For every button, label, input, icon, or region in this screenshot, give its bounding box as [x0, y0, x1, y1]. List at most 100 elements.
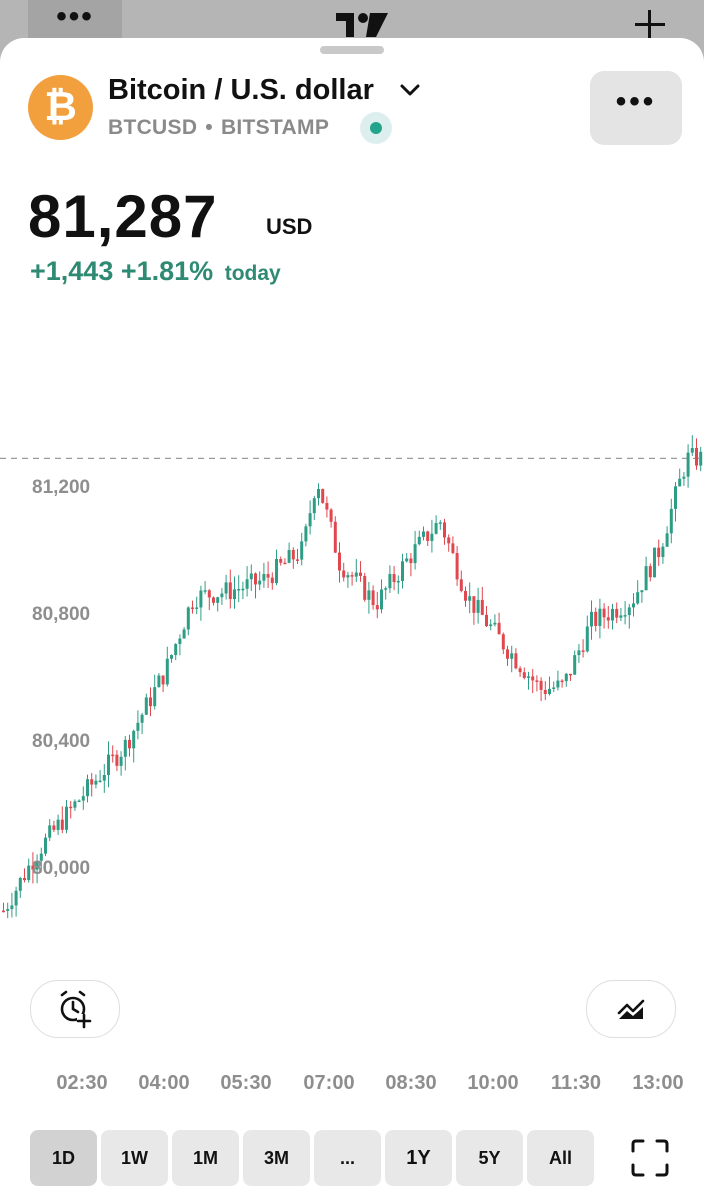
- candle-body: [535, 680, 539, 682]
- candle: [199, 585, 203, 621]
- candle-body: [674, 486, 677, 509]
- candle: [497, 612, 501, 635]
- candle-body: [107, 754, 110, 776]
- time-axis: 02:30 04:00 05:30 07:00 08:30 10:00 11:3…: [0, 1072, 704, 1096]
- candle: [573, 650, 577, 676]
- candle: [123, 736, 127, 771]
- candle: [300, 532, 304, 566]
- price-currency: USD: [266, 214, 313, 239]
- add-icon[interactable]: [628, 6, 672, 42]
- candle: [111, 745, 115, 763]
- candle: [363, 572, 367, 602]
- candle-body: [548, 688, 551, 694]
- candle: [35, 854, 39, 884]
- candle-body: [527, 676, 530, 678]
- range-more-button[interactable]: ...: [314, 1130, 381, 1186]
- candle: [476, 587, 480, 624]
- symbol-title[interactable]: Bitcoin / U.S. dollar: [108, 74, 374, 106]
- candle-body: [581, 650, 585, 652]
- candle-body: [2, 910, 5, 913]
- candle-body: [73, 801, 77, 808]
- more-options-button[interactable]: •••: [590, 71, 682, 145]
- candle: [657, 539, 661, 566]
- range-all-button[interactable]: All: [527, 1130, 594, 1186]
- indicators-button[interactable]: [586, 980, 676, 1038]
- candle: [493, 614, 497, 627]
- candle-body: [690, 447, 694, 453]
- candle-body: [594, 611, 598, 626]
- candle-body: [111, 754, 115, 757]
- candle: [77, 799, 81, 803]
- candle-body: [81, 796, 85, 801]
- ticker-label: BTCUSD: [108, 116, 198, 139]
- candle: [350, 571, 354, 586]
- candle: [514, 648, 518, 670]
- candle: [690, 435, 694, 456]
- candle-body: [338, 552, 341, 571]
- candle-body: [325, 502, 329, 510]
- candle-body: [27, 865, 31, 881]
- candle: [279, 556, 283, 566]
- candle-body: [10, 905, 14, 910]
- candle-body: [632, 603, 635, 608]
- candle-body: [564, 673, 568, 682]
- candle-body: [317, 488, 320, 499]
- candle: [539, 677, 543, 702]
- candle-body: [485, 614, 488, 627]
- range-1d-button[interactable]: 1D: [30, 1130, 97, 1186]
- candle-body: [669, 508, 673, 534]
- candlestick-chart[interactable]: 81,200 80,800 80,400 80,000: [0, 400, 704, 960]
- candle: [590, 600, 593, 640]
- sheet-grabber[interactable]: [320, 46, 384, 54]
- candle-body: [447, 537, 451, 544]
- candle-body: [174, 644, 178, 656]
- chevron-down-icon[interactable]: [399, 82, 421, 98]
- candle: [165, 646, 169, 687]
- candle: [44, 833, 47, 857]
- candle: [333, 516, 337, 554]
- candle: [413, 530, 417, 570]
- candle: [174, 643, 178, 661]
- candle-body: [119, 756, 123, 766]
- candle: [354, 559, 358, 583]
- x-tick-label: 13:00: [632, 1072, 684, 1094]
- range-1y-button[interactable]: 1Y: [385, 1130, 452, 1186]
- candle-body: [321, 488, 325, 503]
- candle-body: [212, 597, 215, 603]
- candle-body: [451, 543, 455, 553]
- candle: [321, 488, 325, 504]
- candle: [619, 608, 623, 622]
- top-menu-button[interactable]: •••: [28, 0, 122, 42]
- candle: [48, 819, 52, 841]
- fullscreen-icon[interactable]: [630, 1138, 670, 1178]
- candle-body: [510, 653, 514, 659]
- candle-body: [258, 580, 262, 585]
- candle: [560, 679, 564, 688]
- exchange-label: BITSTAMP: [220, 116, 330, 139]
- candle: [510, 645, 514, 673]
- range-1w-button[interactable]: 1W: [101, 1130, 168, 1186]
- candle-body: [153, 687, 157, 707]
- candle-body: [333, 521, 337, 553]
- candle-body: [224, 582, 228, 594]
- candle-body: [396, 580, 400, 583]
- candle-body: [6, 909, 10, 911]
- add-alert-button[interactable]: [30, 980, 120, 1038]
- y-axis-labels: 81,200 80,800 80,400 80,000: [32, 477, 90, 879]
- candle-body: [216, 597, 220, 603]
- candle-body: [287, 549, 291, 563]
- range-1m-button[interactable]: 1M: [172, 1130, 239, 1186]
- candle: [451, 536, 455, 555]
- candle: [128, 734, 131, 757]
- range-3m-button[interactable]: 3M: [243, 1130, 310, 1186]
- candle: [254, 572, 257, 599]
- candle: [480, 586, 484, 616]
- candle-body: [619, 615, 623, 618]
- candle: [426, 530, 430, 546]
- candle-body: [186, 607, 190, 630]
- candle-body: [266, 574, 270, 578]
- range-5y-button[interactable]: 5Y: [456, 1130, 523, 1186]
- candle: [699, 446, 703, 472]
- candle-body: [346, 575, 350, 578]
- candle: [275, 549, 278, 586]
